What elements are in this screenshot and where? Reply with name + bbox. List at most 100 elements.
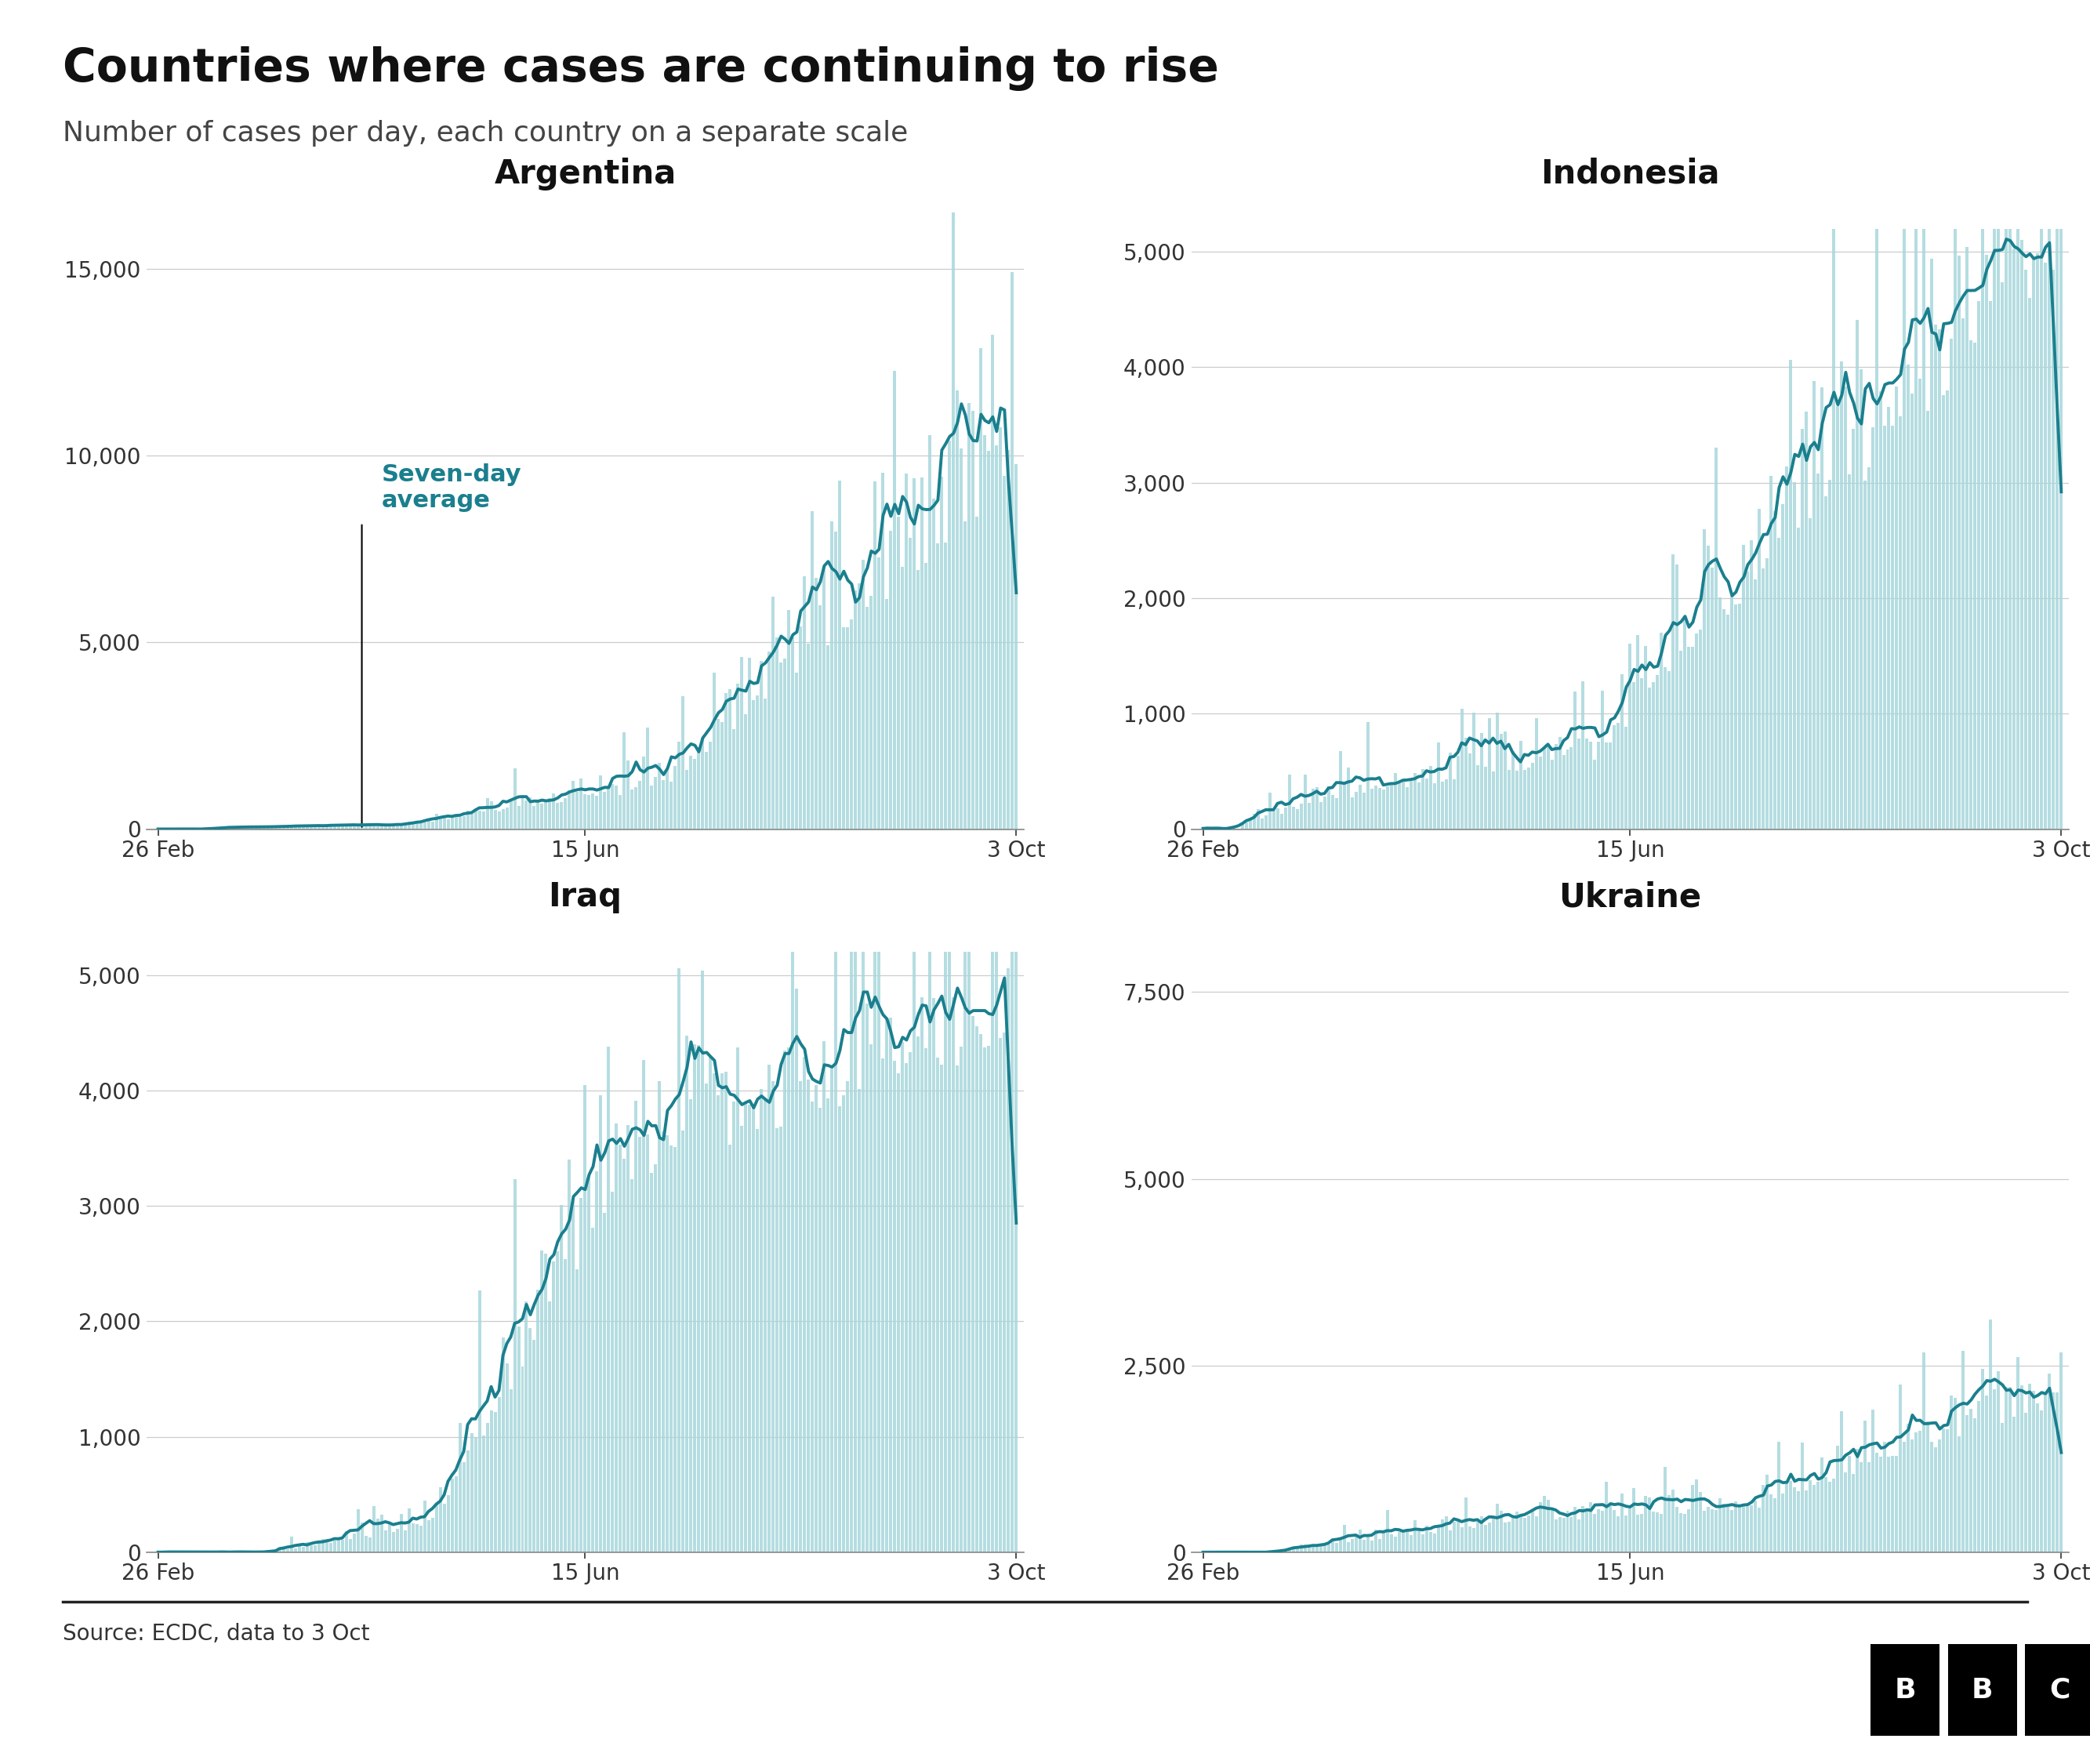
Bar <box>1319 1545 1323 1552</box>
Bar <box>1808 1480 1812 1552</box>
Bar <box>1515 771 1517 829</box>
Bar <box>1578 1519 1580 1552</box>
Bar <box>807 644 811 829</box>
Bar <box>1910 393 1914 829</box>
Bar <box>865 1004 869 1552</box>
Bar <box>1373 785 1377 829</box>
Bar <box>1820 1457 1825 1552</box>
Bar <box>972 411 974 829</box>
Bar <box>834 531 838 829</box>
Bar <box>537 1289 539 1552</box>
Bar <box>600 1095 602 1552</box>
Bar <box>403 824 405 829</box>
Bar <box>1601 691 1605 829</box>
Title: Argentina: Argentina <box>493 157 677 191</box>
Bar <box>2017 229 2019 829</box>
Bar <box>1467 1526 1471 1552</box>
Bar <box>439 1487 441 1552</box>
Bar <box>1269 792 1271 829</box>
Bar <box>1981 229 1986 829</box>
Bar <box>1680 1514 1682 1552</box>
Bar <box>846 1081 849 1552</box>
Bar <box>2052 1392 2054 1552</box>
Bar <box>1310 1547 1315 1552</box>
Bar <box>798 1081 803 1552</box>
Bar <box>242 827 247 829</box>
Bar <box>1346 1542 1350 1552</box>
Bar <box>1837 406 1839 829</box>
Bar <box>842 1095 844 1552</box>
Bar <box>1534 1515 1538 1552</box>
Bar <box>757 695 759 829</box>
Bar <box>1394 1536 1396 1552</box>
Bar <box>1264 815 1267 829</box>
Bar <box>1609 743 1611 829</box>
Text: Source: ECDC, data to 3 Oct: Source: ECDC, data to 3 Oct <box>63 1623 370 1644</box>
Bar <box>1797 527 1799 829</box>
Bar <box>1593 1514 1597 1552</box>
Bar <box>1937 1439 1942 1552</box>
Bar <box>1973 342 1977 829</box>
Bar <box>1946 1429 1950 1552</box>
Bar <box>403 1531 405 1552</box>
Bar <box>1534 718 1538 829</box>
Bar <box>842 628 844 829</box>
Bar <box>729 690 732 829</box>
Bar <box>1708 547 1710 829</box>
Bar <box>1457 755 1459 829</box>
Bar <box>1731 596 1735 829</box>
Bar <box>623 732 627 829</box>
Bar <box>1682 617 1687 829</box>
Bar <box>869 1044 874 1552</box>
Bar <box>748 1104 750 1552</box>
Bar <box>913 478 915 829</box>
Bar <box>1935 325 1937 829</box>
Bar <box>1958 256 1960 829</box>
Bar <box>408 822 410 829</box>
Bar <box>1279 1551 1283 1552</box>
Bar <box>2000 1424 2004 1552</box>
Bar <box>1965 1415 1969 1552</box>
Bar <box>380 1515 382 1552</box>
Bar <box>855 591 857 829</box>
Bar <box>980 349 982 829</box>
Bar <box>1417 1528 1421 1552</box>
Bar <box>355 824 359 829</box>
Bar <box>1879 1457 1883 1552</box>
Bar <box>1664 1466 1668 1552</box>
Bar <box>775 637 780 829</box>
Bar <box>1530 1510 1534 1552</box>
Bar <box>1636 635 1639 829</box>
Bar <box>1910 1439 1914 1552</box>
Bar <box>1887 1457 1891 1552</box>
Bar <box>529 797 531 829</box>
Bar <box>1848 475 1852 829</box>
Bar <box>1526 767 1530 829</box>
Bar <box>2021 1387 2023 1552</box>
Bar <box>1547 1499 1549 1552</box>
Bar <box>1856 321 1860 829</box>
Bar <box>721 721 723 829</box>
Bar <box>1718 1498 1722 1552</box>
Bar <box>1668 670 1670 829</box>
Bar <box>1914 1432 1919 1552</box>
Bar <box>851 953 853 1552</box>
Bar <box>368 1536 372 1552</box>
Bar <box>650 785 654 829</box>
Bar <box>717 720 719 829</box>
Bar <box>619 1145 623 1552</box>
Bar <box>1241 822 1244 829</box>
Bar <box>1252 813 1256 829</box>
Bar <box>533 1341 535 1552</box>
Bar <box>717 1095 719 1552</box>
Bar <box>1315 1547 1319 1552</box>
Bar <box>1561 755 1565 829</box>
Bar <box>1618 1515 1620 1552</box>
Bar <box>627 1125 629 1552</box>
Bar <box>1739 1506 1741 1552</box>
Bar <box>399 1514 403 1552</box>
Bar <box>1565 1512 1570 1552</box>
Bar <box>1398 1531 1400 1552</box>
Bar <box>794 988 798 1552</box>
Bar <box>1655 676 1659 829</box>
